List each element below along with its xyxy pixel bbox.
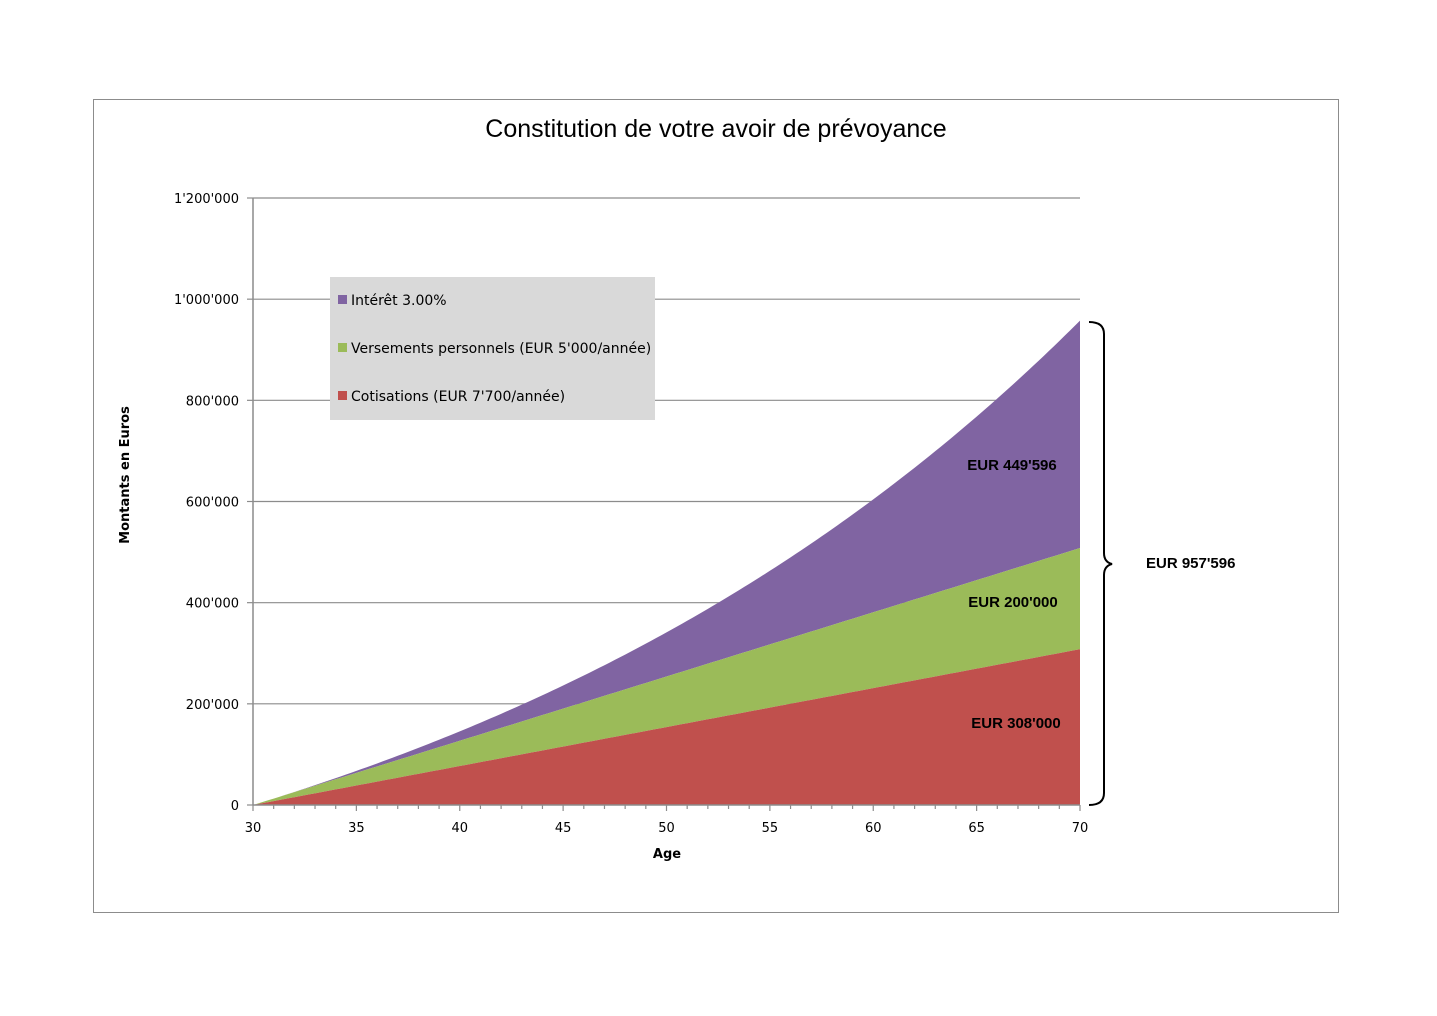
legend-label-contributions: Cotisations (EUR 7'700/année) [351, 389, 565, 405]
y-tick-labels: 0 200'000 400'000 600'000 800'000 1'000'000 1'… [174, 192, 239, 814]
x-tick-label: 45 [555, 821, 572, 836]
legend-swatch-interest [338, 295, 347, 304]
x-tick-label: 30 [245, 821, 262, 836]
area-contributions [253, 649, 1080, 805]
x-tick-label: 50 [658, 821, 675, 836]
x-tick-labels: 30 35 40 45 50 55 60 65 70 [245, 821, 1089, 836]
y-axis-title: Montants en Euros [118, 406, 133, 544]
chart-frame [93, 99, 1339, 913]
y-tick-label: 1'200'000 [174, 192, 239, 207]
legend-label-personal: Versements personnels (EUR 5'000/année) [351, 341, 651, 357]
area-personal-payments [253, 548, 1080, 805]
x-tick-label: 35 [348, 821, 365, 836]
y-tick-label: 1'000'000 [174, 293, 239, 308]
legend-swatch-contributions [338, 391, 347, 400]
x-axis-title: Age [653, 847, 681, 862]
y-tick-label: 0 [231, 799, 239, 814]
total-brace [1088, 321, 1113, 806]
y-tick-label: 800'000 [186, 394, 239, 409]
legend-box [330, 277, 655, 420]
data-label-contributions: EUR 308'000 [971, 715, 1060, 732]
x-tick-label: 60 [865, 821, 882, 836]
x-tick-label: 65 [968, 821, 985, 836]
x-tick-label: 40 [451, 821, 468, 836]
y-tick-label: 200'000 [186, 698, 239, 713]
area-series [253, 320, 1080, 805]
legend: Intérêt 3.00% Versements personnels (EUR… [330, 277, 655, 420]
y-tick-label: 600'000 [186, 496, 239, 511]
data-label-personal: EUR 200'000 [968, 594, 1057, 611]
y-tick-label: 400'000 [186, 597, 239, 612]
chart-title: Constitution de votre avoir de prévoyanc… [485, 115, 946, 143]
axes [247, 197, 1081, 811]
legend-label-interest: Intérêt 3.00% [351, 293, 447, 309]
x-tick-label: 70 [1072, 821, 1089, 836]
total-label: EUR 957'596 [1146, 555, 1235, 572]
x-tick-label: 55 [762, 821, 779, 836]
legend-swatch-personal [338, 343, 347, 352]
area-interest [253, 320, 1080, 805]
data-label-interest: EUR 449'596 [967, 457, 1056, 474]
